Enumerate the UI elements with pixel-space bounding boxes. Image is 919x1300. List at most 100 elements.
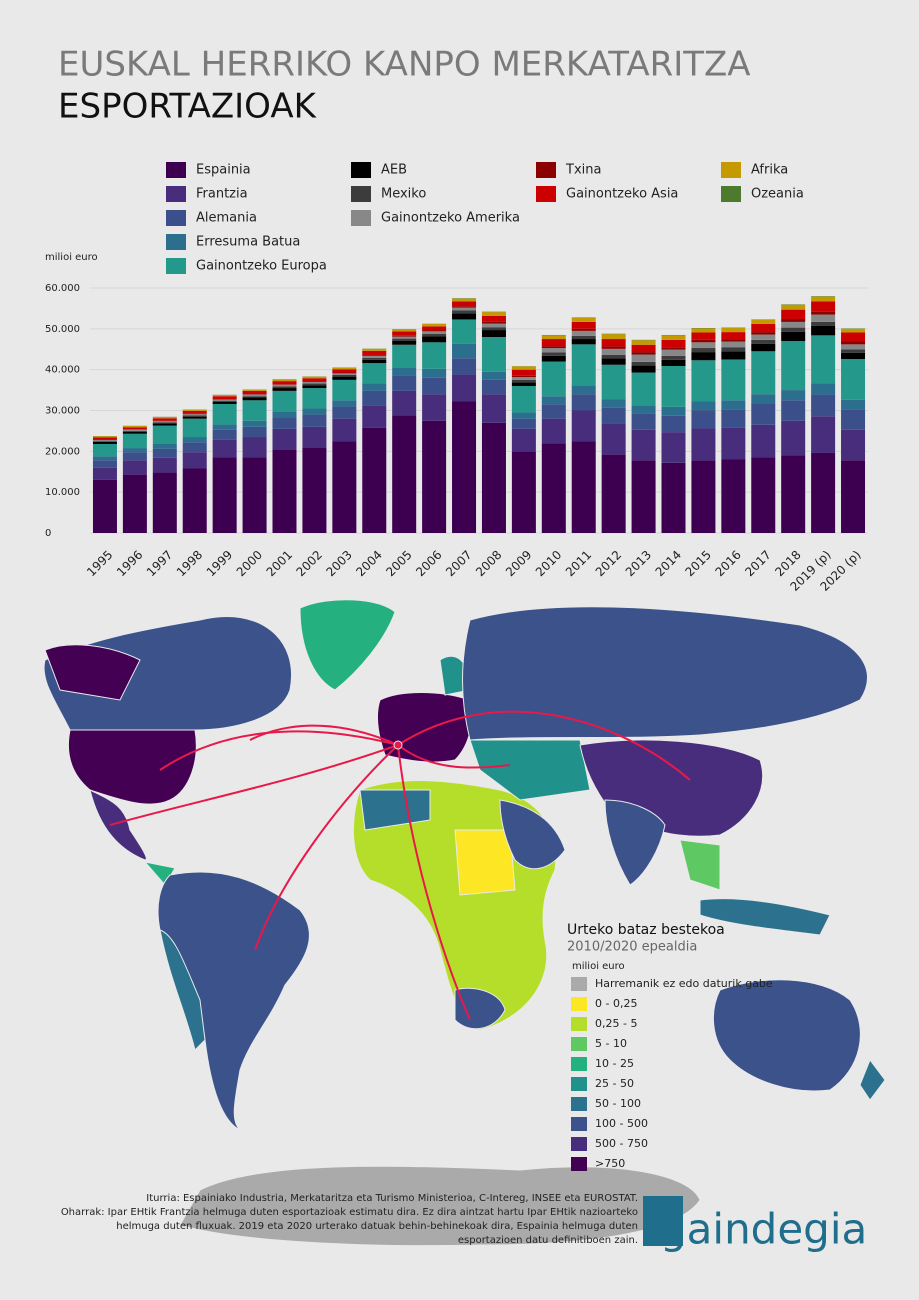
bar-segment (841, 332, 866, 342)
bar-segment (242, 457, 267, 533)
bar-segment (272, 449, 297, 533)
legend-swatch (351, 210, 371, 226)
bar-segment (481, 379, 506, 395)
bar-segment (721, 351, 746, 360)
logo-mark (643, 1196, 683, 1246)
bar-segment (452, 374, 477, 402)
bar-segment (691, 428, 716, 461)
bar-segment (332, 373, 357, 375)
bar-segment (781, 304, 806, 310)
bar-segment (422, 333, 447, 337)
bar-segment (631, 361, 656, 366)
bar-segment (541, 335, 566, 340)
bar-segment (721, 347, 746, 352)
bar-segment (601, 339, 626, 347)
bar-segment (182, 410, 207, 414)
map-legend-swatch (571, 997, 587, 1011)
bar-segment (751, 323, 776, 333)
map-legend-subtitle: 2010/2020 epealdia (567, 940, 697, 955)
bar-segment (661, 432, 686, 463)
bar-segment (362, 363, 387, 384)
bar-segment (422, 336, 447, 343)
bar-segment (242, 426, 267, 438)
y-tick-label: 20.000 (45, 446, 80, 457)
bar-segment (751, 343, 776, 352)
bar-segment (272, 411, 297, 418)
map-legend-label: 50 - 100 (595, 1097, 641, 1110)
bar-segment (571, 330, 596, 336)
bar-segment (601, 454, 626, 533)
bar-segment (122, 426, 147, 428)
bar-segment (691, 348, 716, 353)
bar-segment (691, 339, 716, 343)
india (604, 799, 666, 886)
bar-segment (571, 335, 596, 340)
bar-segment (182, 437, 207, 443)
bar-segment (841, 460, 866, 533)
map-legend-label: 500 - 750 (595, 1137, 648, 1150)
bar-segment (422, 331, 447, 334)
bar-segment (601, 407, 626, 424)
bar-segment (511, 386, 536, 413)
bar-segment (452, 298, 477, 302)
bar-segment (661, 365, 686, 407)
bar-segment (362, 383, 387, 391)
legend-swatch (721, 186, 741, 202)
bar-segment (362, 350, 387, 355)
bar-segment (541, 346, 566, 349)
bar-segment (332, 406, 357, 419)
legend-label: Erresuma Batua (196, 235, 300, 250)
bar-segment (841, 328, 866, 333)
bar-segment (841, 352, 866, 360)
bar-segment (242, 390, 267, 395)
arrow-mexico (109, 744, 399, 826)
bar-segment (691, 328, 716, 333)
bar-segment (781, 327, 806, 332)
map-legend: Urteko bataz bestekoa 2010/2020 epealdia… (567, 922, 773, 1171)
bar-segment (631, 354, 656, 362)
bar-segment (212, 394, 237, 397)
bar-segment (272, 417, 297, 429)
bar-segment (601, 346, 626, 349)
bar-segment (272, 386, 297, 389)
bar-segment (601, 354, 626, 359)
bar-segment (92, 436, 117, 438)
bar-segment (481, 327, 506, 331)
bar-segment (242, 437, 267, 458)
bar-segment (841, 429, 866, 461)
legend-label: Afrika (751, 163, 788, 178)
bar-segment (362, 390, 387, 406)
bar-segment (182, 418, 207, 438)
legend-swatch (536, 186, 556, 202)
bar-segment (332, 418, 357, 442)
bar-segment (392, 415, 417, 533)
bar-segment (272, 381, 297, 385)
australia (712, 979, 861, 1092)
bar-segment (841, 349, 866, 353)
bar-segment (571, 394, 596, 411)
bar-segment (422, 323, 447, 327)
bar-segment (452, 310, 477, 314)
bar-segment (721, 328, 746, 333)
bar-segment (122, 430, 147, 432)
map-legend-label: 25 - 50 (595, 1077, 634, 1090)
map-legend-label: 10 - 25 (595, 1057, 634, 1070)
bar-segment (781, 400, 806, 421)
bar-segment (601, 348, 626, 355)
bar-segment (721, 332, 746, 340)
bar-segment (302, 426, 327, 448)
footer: Iturria: Espainiako Industria, Merkatari… (61, 1193, 638, 1246)
usa (67, 729, 197, 805)
bar-segment (302, 378, 327, 382)
legend-label: Alemania (196, 211, 257, 226)
central-asia (469, 739, 591, 801)
bar-segment (811, 452, 836, 533)
bar-segment (392, 336, 417, 339)
bar-segment (392, 335, 417, 337)
bar-segment (92, 441, 117, 444)
bar-segment (601, 364, 626, 400)
legend-label: Frantzia (196, 187, 248, 202)
bar-segment (781, 321, 806, 328)
bar-segment (182, 409, 207, 411)
